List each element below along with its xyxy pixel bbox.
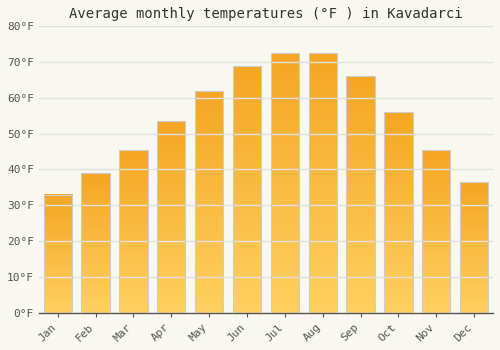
Bar — [82, 173, 110, 313]
Bar — [346, 76, 375, 313]
Bar — [233, 66, 261, 313]
Bar — [157, 121, 186, 313]
Bar — [384, 112, 412, 313]
Bar — [270, 53, 299, 313]
Bar — [460, 182, 488, 313]
Title: Average monthly temperatures (°F ) in Kavadarci: Average monthly temperatures (°F ) in Ka… — [69, 7, 462, 21]
Bar — [195, 91, 224, 313]
Bar — [308, 53, 337, 313]
Bar — [422, 150, 450, 313]
Bar — [44, 195, 72, 313]
Bar — [119, 150, 148, 313]
